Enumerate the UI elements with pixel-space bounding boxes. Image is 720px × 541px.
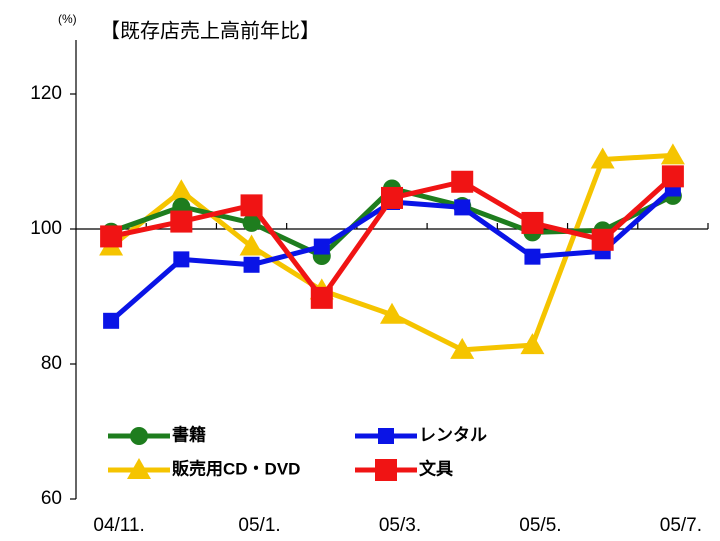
marker xyxy=(173,251,190,268)
marker xyxy=(310,286,333,309)
marker xyxy=(451,170,474,193)
marker xyxy=(103,312,120,329)
marker xyxy=(239,234,264,256)
marker xyxy=(169,179,194,201)
marker xyxy=(520,333,545,355)
marker xyxy=(240,194,263,217)
legend-label: レンタル xyxy=(419,425,487,444)
marker xyxy=(127,458,151,479)
marker xyxy=(380,302,404,324)
x-tick-label: 05/7. xyxy=(660,515,702,536)
marker xyxy=(450,337,475,359)
y-tick-label: 100 xyxy=(30,218,62,239)
chart-title: 【既存店売上高前年比】 xyxy=(100,19,320,42)
x-tick-label: 05/5. xyxy=(519,515,561,536)
legend-label: 販売用CD・DVD xyxy=(172,458,300,478)
marker xyxy=(454,199,471,216)
marker xyxy=(661,165,684,188)
x-tick-label: 05/3. xyxy=(379,515,421,536)
y-tick-label: 80 xyxy=(41,353,62,374)
marker xyxy=(660,143,685,165)
marker xyxy=(521,211,544,234)
y-tick-label: 60 xyxy=(41,488,62,509)
legend-label: 書籍 xyxy=(172,424,206,444)
marker xyxy=(100,225,123,248)
y-unit: (%) xyxy=(58,12,77,26)
marker xyxy=(590,147,615,169)
marker xyxy=(591,228,614,251)
legend-label: 文具 xyxy=(419,458,453,478)
x-tick-label: 05/1. xyxy=(238,515,280,536)
marker xyxy=(130,427,148,445)
x-tick-label: 04/11. xyxy=(93,515,144,536)
marker xyxy=(375,459,397,481)
marker xyxy=(524,248,541,265)
marker xyxy=(378,428,394,444)
marker xyxy=(313,238,330,255)
y-tick-label: 120 xyxy=(30,83,62,104)
marker xyxy=(381,186,403,209)
marker xyxy=(242,213,261,232)
marker xyxy=(243,256,260,273)
marker xyxy=(170,210,193,233)
